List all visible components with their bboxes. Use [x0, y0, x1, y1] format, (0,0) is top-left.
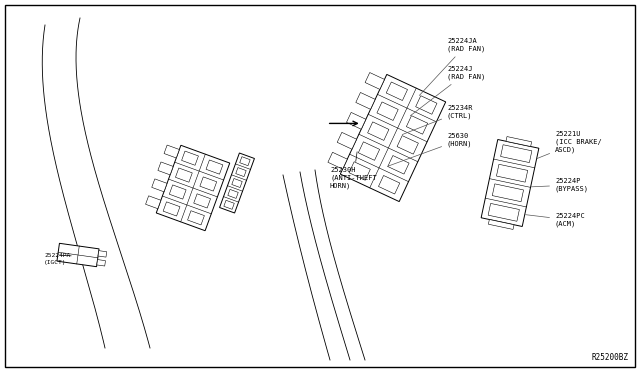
Polygon shape [98, 251, 107, 257]
Text: 25630
(HORN): 25630 (HORN) [387, 133, 472, 166]
Text: 25224J
(RAD FAN): 25224J (RAD FAN) [410, 66, 485, 116]
Polygon shape [175, 168, 192, 182]
Polygon shape [188, 211, 204, 225]
Text: 25221U
(ICC BRAKE/
ASCD): 25221U (ICC BRAKE/ ASCD) [537, 131, 602, 158]
Polygon shape [194, 194, 211, 208]
Polygon shape [367, 122, 389, 140]
Polygon shape [328, 152, 348, 169]
Polygon shape [497, 164, 528, 182]
Polygon shape [240, 157, 250, 166]
Polygon shape [415, 96, 437, 114]
Polygon shape [200, 177, 217, 191]
Polygon shape [163, 202, 180, 216]
Polygon shape [506, 137, 532, 147]
Polygon shape [340, 74, 445, 202]
Polygon shape [397, 136, 419, 154]
Text: 25234R
(CTRL): 25234R (CTRL) [402, 105, 472, 135]
Polygon shape [406, 116, 428, 134]
Text: 25224PA
(IGCT): 25224PA (IGCT) [44, 253, 70, 264]
Polygon shape [232, 179, 242, 187]
Polygon shape [145, 196, 161, 209]
Text: 25224JA
(RAD FAN): 25224JA (RAD FAN) [419, 38, 485, 96]
Text: 25224PC
(ACM): 25224PC (ACM) [525, 213, 585, 227]
Polygon shape [481, 140, 539, 227]
Polygon shape [57, 243, 99, 267]
Polygon shape [388, 155, 409, 174]
Polygon shape [206, 160, 223, 174]
Polygon shape [164, 145, 179, 158]
Polygon shape [378, 176, 400, 194]
Polygon shape [337, 132, 356, 149]
Polygon shape [170, 185, 186, 199]
Text: 25224P
(BYPASS): 25224P (BYPASS) [531, 178, 589, 192]
Polygon shape [488, 203, 520, 221]
Polygon shape [386, 82, 408, 100]
Polygon shape [228, 189, 238, 198]
Polygon shape [346, 112, 366, 129]
Polygon shape [158, 162, 173, 175]
Polygon shape [236, 168, 246, 177]
Text: R25200BZ: R25200BZ [591, 353, 628, 362]
Text: 25230H
(ANTI-THEFT
HORN): 25230H (ANTI-THEFT HORN) [330, 152, 377, 189]
Polygon shape [365, 73, 385, 89]
Polygon shape [488, 219, 514, 230]
Polygon shape [377, 102, 398, 121]
Polygon shape [224, 200, 234, 209]
Polygon shape [349, 162, 371, 180]
Polygon shape [182, 151, 198, 165]
Polygon shape [220, 153, 255, 213]
Polygon shape [156, 145, 230, 231]
Polygon shape [152, 179, 167, 192]
Polygon shape [500, 145, 532, 163]
Polygon shape [356, 93, 375, 109]
Polygon shape [492, 184, 524, 202]
Polygon shape [97, 260, 106, 266]
Polygon shape [358, 142, 380, 160]
